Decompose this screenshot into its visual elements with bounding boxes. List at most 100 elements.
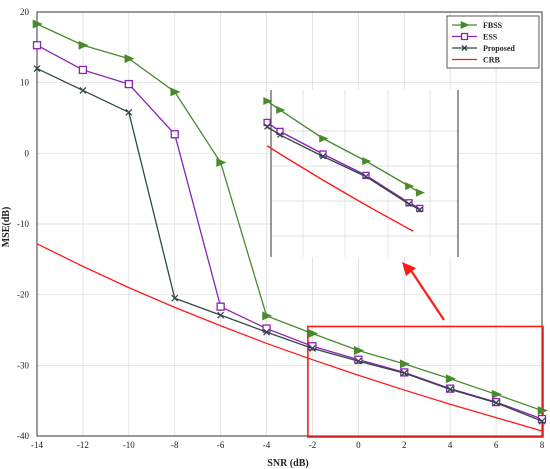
data-point-stroke bbox=[125, 108, 133, 116]
data-point-stroke bbox=[538, 417, 546, 425]
series-line bbox=[36, 67, 543, 422]
series-line bbox=[36, 44, 543, 420]
y-tick-label: -10 bbox=[17, 219, 29, 229]
x-tick-label: -6 bbox=[217, 440, 225, 450]
x-tick-label: -4 bbox=[263, 440, 271, 450]
legend-label: CRB bbox=[483, 56, 501, 65]
series-proposed bbox=[33, 65, 546, 425]
data-point-stroke bbox=[461, 45, 468, 51]
data-point bbox=[263, 97, 273, 105]
data-point-stroke bbox=[416, 206, 423, 213]
legend: FBSS ESS Proposed CRB bbox=[446, 15, 540, 69]
x-tick-label: -2 bbox=[309, 440, 317, 450]
legend-item: CRB bbox=[452, 56, 501, 65]
x-tick-labels: -14 -12 -10 -8 -6 -4 -2 0 2 4 6 8 bbox=[31, 440, 545, 450]
data-point bbox=[405, 182, 415, 191]
data-point bbox=[308, 344, 316, 352]
plot-frame bbox=[36, 11, 543, 437]
data-point bbox=[308, 342, 317, 351]
legend-item: ESS bbox=[452, 33, 498, 42]
data-point bbox=[78, 40, 89, 50]
inset-series-line bbox=[266, 145, 414, 232]
data-point bbox=[416, 206, 423, 213]
data-point bbox=[460, 32, 469, 41]
data-point bbox=[32, 41, 42, 50]
data-point bbox=[79, 86, 87, 94]
legend-label: Proposed bbox=[483, 44, 515, 53]
data-point bbox=[171, 294, 179, 302]
data-point bbox=[277, 131, 283, 138]
data-point bbox=[320, 153, 326, 160]
data-point bbox=[354, 346, 365, 355]
data-point bbox=[319, 134, 329, 143]
inset-plot bbox=[263, 90, 459, 257]
y-tick-label: -20 bbox=[17, 290, 29, 300]
legend-label: ESS bbox=[483, 33, 498, 42]
y-tick-label: 20 bbox=[20, 7, 30, 17]
zoom-region-box bbox=[307, 325, 544, 438]
data-point bbox=[308, 329, 319, 338]
series-line bbox=[36, 243, 543, 432]
data-point bbox=[263, 118, 271, 127]
y-tick-label: -40 bbox=[17, 431, 29, 441]
data-point bbox=[461, 45, 468, 51]
inset-series-proposed bbox=[264, 123, 423, 213]
data-point bbox=[264, 123, 271, 130]
inset-series-fbss bbox=[263, 97, 425, 197]
data-point bbox=[170, 87, 181, 97]
series-crb bbox=[36, 243, 543, 432]
data-point bbox=[276, 105, 286, 114]
y-tick-label: 0 bbox=[25, 148, 30, 158]
data-point bbox=[262, 311, 273, 321]
zoom-arrow-shaft bbox=[409, 268, 445, 321]
data-point bbox=[491, 389, 502, 399]
data-point bbox=[78, 65, 88, 75]
y-tick-labels: 20 10 0 -10 -20 -30 -40 bbox=[17, 7, 30, 441]
data-point-stroke bbox=[308, 344, 316, 352]
data-point bbox=[399, 359, 411, 369]
data-point bbox=[217, 311, 225, 319]
data-point bbox=[354, 357, 362, 365]
legend-item: Proposed bbox=[452, 44, 515, 53]
zoom-arrow-head bbox=[402, 262, 416, 276]
data-point-stroke bbox=[354, 357, 362, 365]
data-point bbox=[170, 130, 179, 139]
data-point bbox=[460, 21, 470, 29]
data-point bbox=[362, 157, 372, 166]
data-point-stroke bbox=[406, 201, 412, 207]
x-tick-label: 8 bbox=[540, 440, 545, 450]
data-point bbox=[33, 65, 41, 72]
data-point bbox=[445, 374, 456, 384]
data-point-stroke bbox=[492, 399, 500, 407]
data-point-stroke bbox=[277, 131, 283, 138]
x-tick-label: 0 bbox=[356, 440, 361, 450]
data-point bbox=[446, 385, 454, 393]
inset-series-crb bbox=[266, 145, 414, 232]
x-tick-label: -14 bbox=[31, 440, 43, 450]
plot-border bbox=[36, 11, 543, 437]
data-point bbox=[492, 399, 500, 407]
x-tick-label: -12 bbox=[77, 440, 89, 450]
y-tick-label: 10 bbox=[20, 78, 30, 88]
x-tick-label: 6 bbox=[494, 440, 499, 450]
data-point-stroke bbox=[400, 369, 408, 377]
series-line bbox=[36, 23, 543, 412]
crb-zoom-annotation bbox=[307, 262, 544, 438]
x-tick-label: -10 bbox=[123, 440, 135, 450]
data-point bbox=[400, 369, 408, 377]
data-point-stroke bbox=[217, 311, 225, 319]
data-point bbox=[124, 54, 135, 64]
legend-label: FBSS bbox=[483, 21, 503, 30]
data-point-stroke bbox=[320, 153, 326, 160]
data-point bbox=[263, 328, 271, 336]
data-point bbox=[363, 173, 369, 180]
data-point bbox=[406, 201, 412, 207]
y-tick-label: -30 bbox=[17, 360, 29, 370]
data-point bbox=[537, 414, 547, 424]
data-point bbox=[537, 406, 548, 416]
data-point bbox=[32, 19, 43, 29]
data-point-stroke bbox=[264, 123, 271, 130]
data-point bbox=[538, 417, 546, 425]
data-point-stroke bbox=[79, 86, 87, 94]
